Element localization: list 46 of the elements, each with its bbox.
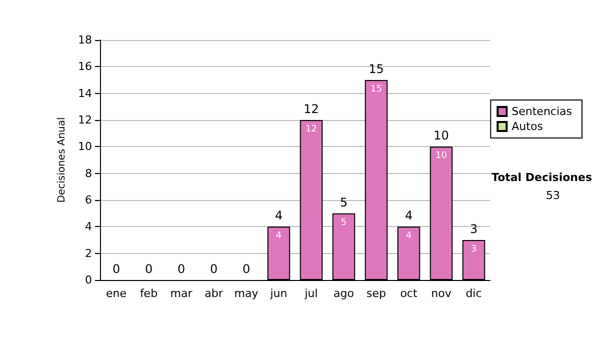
x-tick-label: dic bbox=[466, 287, 482, 300]
x-tick-label: nov bbox=[431, 287, 452, 300]
x-tick-label: jun bbox=[269, 287, 288, 300]
y-tick-label: 6 bbox=[85, 194, 92, 206]
total-label: 12 bbox=[304, 102, 319, 116]
x-tick-label: abr bbox=[204, 287, 224, 300]
y-tick-label: 12 bbox=[78, 114, 92, 126]
total-label: 0 bbox=[242, 262, 250, 276]
x-tick-label: ene bbox=[106, 287, 127, 300]
legend-label: Sentencias bbox=[512, 105, 572, 118]
x-tick-label: sep bbox=[366, 287, 386, 300]
total-label: 4 bbox=[404, 208, 413, 223]
x-tick-label: mar bbox=[170, 287, 193, 300]
x-tick-label: ago bbox=[334, 287, 354, 300]
data-label: 10 bbox=[436, 151, 448, 162]
y-tick-label: 16 bbox=[78, 60, 92, 74]
x-tick-label: feb bbox=[140, 287, 158, 300]
y-axis-title: Decisiones Anual bbox=[56, 117, 68, 203]
data-label: 12 bbox=[306, 124, 317, 134]
text: 53 bbox=[546, 189, 560, 202]
total-label: 0 bbox=[144, 262, 153, 276]
x-tick-label: may bbox=[234, 287, 259, 300]
data-label: 15 bbox=[370, 84, 382, 94]
total-label: 0 bbox=[112, 262, 120, 276]
x-tick-label: oct bbox=[400, 287, 418, 300]
total-label: 4 bbox=[274, 208, 283, 223]
y-tick-label: 2 bbox=[85, 246, 92, 260]
total-label: 3 bbox=[470, 222, 478, 236]
total-label: 15 bbox=[368, 62, 384, 76]
legend-label: Autos bbox=[512, 120, 544, 133]
total-label: 0 bbox=[177, 262, 186, 276]
y-tick-label: 10 bbox=[78, 140, 92, 154]
data-label: 3 bbox=[470, 244, 477, 254]
total-label: 10 bbox=[434, 128, 449, 143]
y-tick-label: 4 bbox=[85, 220, 92, 234]
data-label: 4 bbox=[406, 231, 412, 242]
total-label: 5 bbox=[340, 195, 348, 210]
data-label: 4 bbox=[276, 231, 282, 242]
data-label: 5 bbox=[340, 218, 347, 228]
y-tick-label: 8 bbox=[85, 166, 92, 180]
y-tick-label: 18 bbox=[78, 34, 92, 46]
y-tick-label: 14 bbox=[78, 86, 92, 100]
x-tick-label: jul bbox=[304, 287, 318, 300]
total-label: 0 bbox=[210, 262, 218, 276]
y-tick-label: 0 bbox=[85, 274, 92, 286]
text: Total Decisiones bbox=[492, 171, 592, 184]
